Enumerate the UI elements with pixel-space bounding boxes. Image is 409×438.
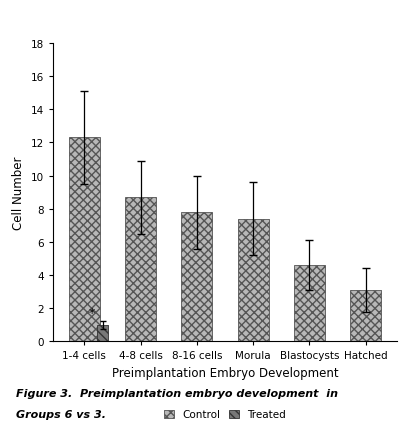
Bar (181, 212, 212, 342)
X-axis label: Preimplantation Embryo Development: Preimplantation Embryo Development (112, 366, 338, 379)
Bar (238, 219, 269, 342)
Text: Figure 3.  Preimplantation embryo development  in: Figure 3. Preimplantation embryo develop… (16, 388, 338, 398)
Bar (350, 290, 381, 342)
Bar (294, 265, 325, 342)
Bar (97, 325, 108, 342)
Text: *: * (88, 306, 94, 319)
Bar (125, 198, 156, 342)
Y-axis label: Cell Number: Cell Number (12, 156, 25, 230)
Text: Groups 6 vs 3.: Groups 6 vs 3. (16, 410, 106, 420)
Bar (69, 138, 100, 342)
Legend: Control, Treated: Control, Treated (161, 406, 289, 423)
